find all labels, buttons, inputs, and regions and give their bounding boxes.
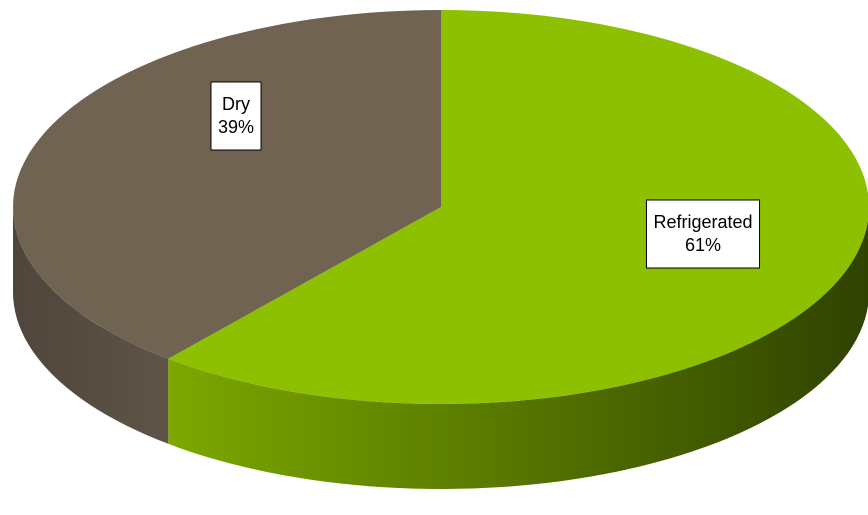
slice	[168, 10, 868, 404]
label-value: 61%	[685, 235, 721, 255]
label-category: Refrigerated	[653, 212, 752, 232]
data-label: Refrigerated 61%	[645, 199, 761, 269]
slice-side	[168, 220, 868, 489]
slice-side	[13, 207, 169, 444]
slice	[13, 10, 441, 359]
label-value: 39%	[218, 117, 254, 137]
label-box	[645, 199, 761, 269]
data-label: Dry 39%	[210, 81, 262, 151]
label-category: Dry	[222, 94, 250, 114]
label-box	[210, 81, 262, 151]
